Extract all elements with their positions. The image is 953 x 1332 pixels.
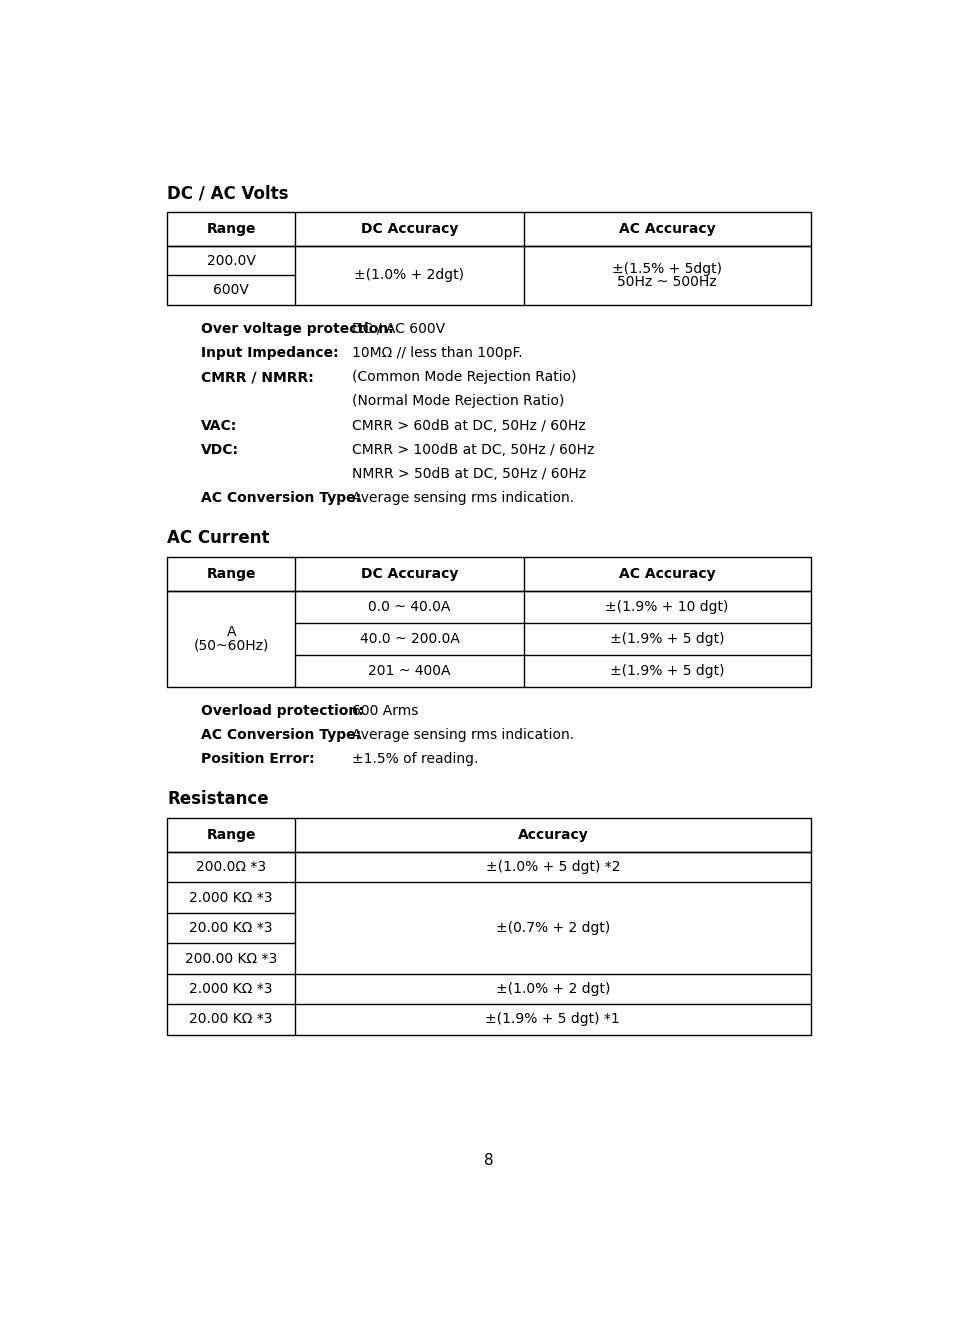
Text: Average sensing rms indication.: Average sensing rms indication.	[352, 729, 574, 742]
Text: NMRR > 50dB at DC, 50Hz / 60Hz: NMRR > 50dB at DC, 50Hz / 60Hz	[352, 468, 585, 481]
Text: 20.00 KΩ *3: 20.00 KΩ *3	[190, 1012, 273, 1027]
Bar	[167, 246, 810, 305]
Text: AC Conversion Type:: AC Conversion Type:	[200, 492, 360, 505]
Text: DC Accuracy: DC Accuracy	[360, 567, 457, 581]
Text: 50Hz ~ 500Hz: 50Hz ~ 500Hz	[617, 274, 717, 289]
Text: 0.0 ~ 40.0A: 0.0 ~ 40.0A	[368, 599, 450, 614]
Bar	[167, 557, 810, 591]
Text: AC Accuracy: AC Accuracy	[618, 222, 715, 236]
Text: Position Error:: Position Error:	[200, 753, 314, 766]
Text: DC Accuracy: DC Accuracy	[360, 222, 457, 236]
Text: ±1.5% of reading.: ±1.5% of reading.	[352, 753, 477, 766]
Text: CMRR > 100dB at DC, 50Hz / 60Hz: CMRR > 100dB at DC, 50Hz / 60Hz	[352, 442, 594, 457]
Text: 200.0V: 200.0V	[207, 253, 255, 268]
Text: CMRR > 60dB at DC, 50Hz / 60Hz: CMRR > 60dB at DC, 50Hz / 60Hz	[352, 418, 585, 433]
Text: Range: Range	[206, 222, 255, 236]
Text: (Common Mode Rejection Ratio): (Common Mode Rejection Ratio)	[352, 370, 576, 384]
Text: CMRR / NMRR:: CMRR / NMRR:	[200, 370, 313, 384]
Text: ±(1.5% + 5dgt): ±(1.5% + 5dgt)	[612, 262, 721, 276]
Text: 201 ~ 400A: 201 ~ 400A	[368, 663, 450, 678]
Text: 600V: 600V	[213, 282, 249, 297]
Text: 200.0Ω *3: 200.0Ω *3	[196, 860, 266, 874]
Text: DC / AC 600V: DC / AC 600V	[352, 321, 444, 336]
Bar	[167, 591, 810, 687]
Text: ±(1.9% + 5 dgt): ±(1.9% + 5 dgt)	[609, 663, 723, 678]
Text: ±(1.0% + 5 dgt) *2: ±(1.0% + 5 dgt) *2	[485, 860, 619, 874]
Text: (50~60Hz): (50~60Hz)	[193, 639, 269, 653]
Text: 2.000 KΩ *3: 2.000 KΩ *3	[190, 982, 273, 996]
Text: Overload protection:: Overload protection:	[200, 703, 363, 718]
Text: Range: Range	[206, 567, 255, 581]
Text: ±(0.7% + 2 dgt): ±(0.7% + 2 dgt)	[496, 922, 609, 935]
Text: Input Impedance:: Input Impedance:	[200, 346, 338, 360]
Bar	[167, 212, 810, 246]
Text: A: A	[226, 625, 235, 639]
Text: 10MΩ // less than 100pF.: 10MΩ // less than 100pF.	[352, 346, 522, 360]
Text: VAC:: VAC:	[200, 418, 236, 433]
Text: Range: Range	[206, 829, 255, 842]
Text: ±(1.9% + 10 dgt): ±(1.9% + 10 dgt)	[605, 599, 728, 614]
Text: 200.00 KΩ *3: 200.00 KΩ *3	[185, 951, 277, 966]
Text: ±(1.0% + 2 dgt): ±(1.0% + 2 dgt)	[496, 982, 609, 996]
Text: ±(1.9% + 5 dgt): ±(1.9% + 5 dgt)	[609, 631, 723, 646]
Text: Over voltage protection:: Over voltage protection:	[200, 321, 393, 336]
Text: AC Conversion Type:: AC Conversion Type:	[200, 729, 360, 742]
Bar	[167, 852, 810, 1035]
Text: ±(1.9% + 5 dgt) *1: ±(1.9% + 5 dgt) *1	[485, 1012, 619, 1027]
Text: 8: 8	[483, 1154, 494, 1168]
Text: Resistance: Resistance	[167, 790, 269, 809]
Text: Accuracy: Accuracy	[517, 829, 588, 842]
Bar	[167, 818, 810, 852]
Text: 20.00 KΩ *3: 20.00 KΩ *3	[190, 922, 273, 935]
Text: 40.0 ~ 200.0A: 40.0 ~ 200.0A	[359, 631, 459, 646]
Text: (Normal Mode Rejection Ratio): (Normal Mode Rejection Ratio)	[352, 394, 563, 409]
Text: 2.000 KΩ *3: 2.000 KΩ *3	[190, 891, 273, 904]
Text: AC Current: AC Current	[167, 529, 270, 547]
Text: AC Accuracy: AC Accuracy	[618, 567, 715, 581]
Text: Average sensing rms indication.: Average sensing rms indication.	[352, 492, 574, 505]
Text: VDC:: VDC:	[200, 442, 238, 457]
Text: ±(1.0% + 2dgt): ±(1.0% + 2dgt)	[355, 268, 464, 282]
Text: 600 Arms: 600 Arms	[352, 703, 417, 718]
Text: DC / AC Volts: DC / AC Volts	[167, 184, 289, 202]
